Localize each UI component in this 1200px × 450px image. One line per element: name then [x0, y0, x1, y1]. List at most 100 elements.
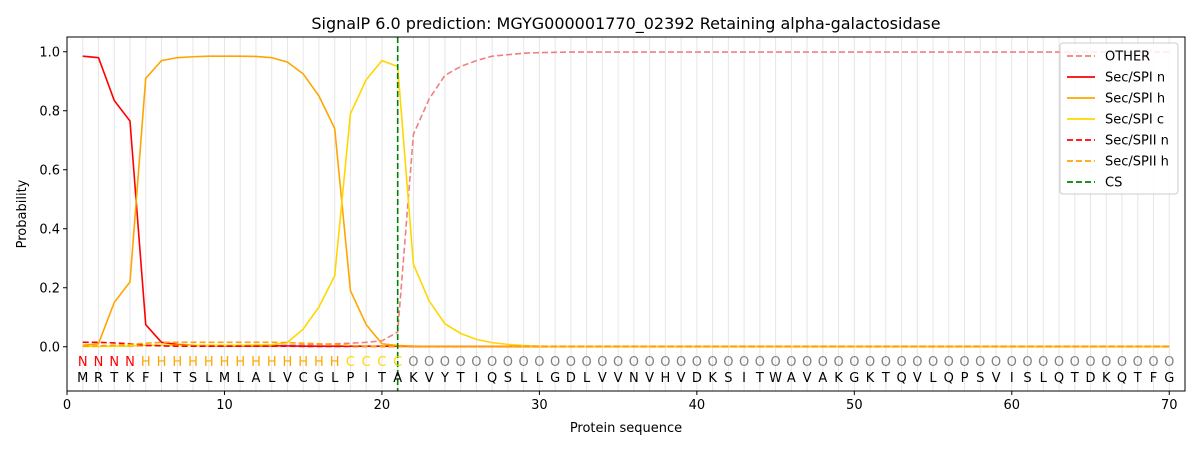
residue-letter: G	[1164, 371, 1174, 386]
residue-letter: Q	[1054, 371, 1064, 386]
x-tick-label: 70	[1161, 398, 1178, 413]
y-tick-label: 0.4	[39, 222, 60, 237]
x-tick-label: 30	[531, 398, 548, 413]
y-tick-label: 0.8	[39, 104, 60, 119]
region-label: O	[928, 355, 938, 370]
region-label: O	[818, 355, 828, 370]
residue-letter: G	[849, 371, 859, 386]
residue-letter: V	[992, 371, 1001, 386]
residue-letter: D	[566, 371, 576, 386]
residue-letter: V	[283, 371, 292, 386]
region-label: H	[235, 355, 245, 370]
region-label: O	[660, 355, 670, 370]
residue-letter: R	[94, 371, 103, 386]
region-label: O	[1038, 355, 1048, 370]
residue-letter: L	[583, 371, 591, 386]
y-tick-label: 1.0	[39, 45, 60, 60]
plot-frame	[66, 36, 1186, 392]
region-label: O	[723, 355, 733, 370]
region-label: H	[157, 355, 167, 370]
x-tick-label: 40	[689, 398, 706, 413]
residue-letter: K	[1102, 371, 1111, 386]
residue-letter: M	[77, 371, 88, 386]
series-sec-spi-h-line	[82, 55, 1170, 348]
residue-letter: D	[692, 371, 702, 386]
region-label: C	[362, 355, 371, 370]
legend-entry: Sec/SPI n	[1105, 71, 1165, 86]
region-label: O	[739, 355, 749, 370]
residue-letter: M	[219, 371, 230, 386]
residue-letter: K	[866, 371, 875, 386]
region-label: H	[283, 355, 293, 370]
axis-ticks: 0 10 20 30 40 50 60 70 0.0 0.2 0.4 0.6 0.8 1.0	[39, 45, 1177, 413]
x-tick-label: 60	[1004, 398, 1021, 413]
region-label: C	[377, 355, 386, 370]
residue-letter: S	[504, 371, 512, 386]
region-label: H	[314, 355, 324, 370]
residue-letter: L	[536, 371, 544, 386]
region-label: C	[346, 355, 355, 370]
residue-letter: L	[268, 371, 276, 386]
x-axis-label: Protein sequence	[570, 421, 682, 436]
residue-letter: T	[1070, 371, 1079, 386]
region-label: O	[645, 355, 655, 370]
residue-letter: H	[660, 371, 670, 386]
residue-letter: Q	[1117, 371, 1127, 386]
region-label: O	[692, 355, 702, 370]
region-label: O	[944, 355, 954, 370]
region-label: H	[267, 355, 277, 370]
region-label: O	[408, 355, 418, 370]
region-label: O	[440, 355, 450, 370]
series-sec-spi-n-line	[82, 55, 1170, 348]
residue-letter: T	[109, 371, 118, 386]
legend-entry: Sec/SPI h	[1105, 92, 1165, 107]
residue-letter: T	[377, 371, 386, 386]
residue-letter: K	[834, 371, 843, 386]
residue-letter: I	[474, 371, 478, 386]
residue-letter: I	[160, 371, 164, 386]
residue-letter: S	[724, 371, 732, 386]
residue-letter: T	[456, 371, 465, 386]
residue-letter: Q	[944, 371, 954, 386]
residue-letter: N	[629, 371, 639, 386]
residue-letter: A	[787, 371, 796, 386]
y-tick-label: 0.6	[39, 163, 60, 178]
residue-letter: S	[976, 371, 984, 386]
region-label: O	[1133, 355, 1143, 370]
x-tick-label: 50	[846, 398, 863, 413]
region-label: O	[676, 355, 686, 370]
residue-letter: I	[364, 371, 368, 386]
residue-letter: Q	[487, 371, 497, 386]
region-label: O	[1007, 355, 1017, 370]
x-tick-label: 0	[63, 398, 71, 413]
residue-letter: V	[913, 371, 922, 386]
residue-labels: NMNRNTNKHFHIHTHSHLHMHLHAHLHVHCHGHLCPCICT…	[77, 355, 1174, 386]
residue-letter: T	[881, 371, 890, 386]
residue-letter: P	[347, 371, 355, 386]
residue-letter: V	[425, 371, 434, 386]
legend: OTHER Sec/SPI n Sec/SPI h Sec/SPI c Sec/SPII…	[1059, 42, 1179, 195]
region-label: O	[613, 355, 623, 370]
residue-letter: W	[769, 371, 782, 386]
region-label: O	[896, 355, 906, 370]
region-label: O	[566, 355, 576, 370]
chart-title: SignalP 6.0 prediction: MGYG000001770_02…	[311, 14, 940, 34]
y-tick-label: 0.0	[39, 340, 60, 355]
region-label: O	[629, 355, 639, 370]
region-label: O	[849, 355, 859, 370]
region-label: O	[912, 355, 922, 370]
legend-entry: OTHER	[1105, 50, 1150, 65]
residue-letter: S	[189, 371, 197, 386]
region-label: O	[802, 355, 812, 370]
region-label: O	[456, 355, 466, 370]
residue-letter: Q	[896, 371, 906, 386]
residue-letter: T	[1133, 371, 1142, 386]
residue-letter: S	[1023, 371, 1031, 386]
region-label: O	[786, 355, 796, 370]
residue-letter: D	[1086, 371, 1096, 386]
residue-letter: Y	[440, 371, 449, 386]
y-tick-label: 0.2	[39, 281, 60, 296]
series-layer	[82, 37, 1170, 391]
region-label: O	[550, 355, 560, 370]
residue-letter: L	[237, 371, 245, 386]
